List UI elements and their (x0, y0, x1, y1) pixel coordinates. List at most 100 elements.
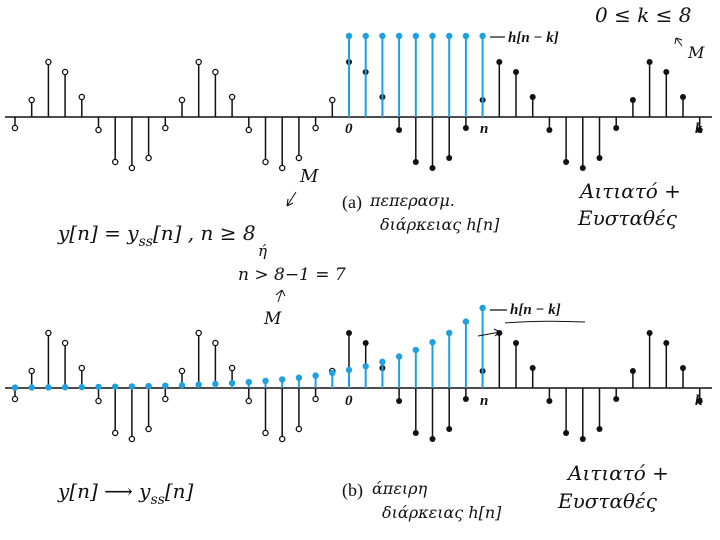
stem-head (396, 398, 403, 404)
note: Αιτιατό + (578, 179, 681, 203)
stem-head (162, 124, 169, 132)
mark: M (263, 309, 282, 329)
caption-label: (b) (342, 480, 363, 501)
h-stem-head (95, 383, 102, 391)
arrow (286, 191, 297, 207)
h-stem-head (412, 346, 419, 354)
equation: y[n] = yss[n] , n ≥ 8 (57, 221, 256, 250)
stem-head (78, 364, 86, 372)
h-stem-head (379, 358, 386, 366)
stem-head (278, 164, 286, 172)
stem-head (546, 398, 553, 404)
note: Ευσταθές (577, 206, 678, 230)
h-stem-head (395, 353, 403, 360)
equation-part: [n] (165, 479, 194, 503)
equation-part: y[n] ⟶ y (57, 479, 151, 503)
or: ή (258, 242, 267, 260)
stem-head (629, 97, 636, 103)
stem-head (462, 396, 469, 402)
stem-head (178, 96, 186, 104)
range: 0 ≤ k ≤ 8 (595, 3, 692, 27)
stem-head (629, 368, 636, 374)
stem-head (28, 96, 35, 104)
stem-head (496, 59, 503, 65)
stem-head (312, 124, 319, 132)
stem-head (11, 395, 19, 403)
h-stem-head (412, 32, 419, 40)
equation-part: ss (139, 234, 153, 250)
stem-head (663, 340, 670, 346)
stem-head (462, 125, 469, 131)
axis-label: n (480, 393, 488, 409)
stem-head (111, 158, 119, 166)
h-stem-head (78, 383, 86, 391)
h-stem-head (362, 363, 369, 370)
stem-head (396, 127, 403, 133)
stem-head (546, 127, 553, 133)
h-stem-head (295, 374, 303, 381)
stem-head (412, 430, 419, 436)
h-stem-head (329, 369, 336, 377)
stem-head (613, 396, 620, 402)
stem-head (95, 126, 102, 134)
h-stem-head (128, 383, 136, 390)
stem-head (295, 425, 303, 433)
stem-head (111, 429, 119, 437)
stem-head (145, 154, 152, 162)
stem-head (262, 158, 269, 166)
h-stem-head (212, 380, 219, 388)
stem-head (195, 58, 202, 66)
stem-label: h[n − k] (508, 30, 559, 46)
h-stem-head (479, 32, 486, 40)
h-stem-head (345, 32, 353, 40)
stem-head (429, 436, 436, 442)
stem-head (162, 395, 169, 403)
h-stem-head (195, 381, 202, 388)
stem-head (680, 94, 686, 100)
stem-head (696, 127, 703, 133)
h-stem-head (279, 376, 286, 383)
caption: διάρκειας h[n] (382, 503, 502, 522)
h-stem-head (462, 318, 470, 325)
stem-head (228, 93, 236, 101)
stem-head (680, 365, 686, 371)
stem-head (178, 367, 186, 375)
stem-head (28, 367, 35, 375)
stem-head (596, 155, 603, 161)
h-stem-head (228, 379, 236, 387)
stem-head (145, 425, 152, 433)
stem-head (663, 69, 670, 75)
stem-head (362, 340, 369, 346)
equation-part: [n] , n ≥ 8 (153, 221, 256, 245)
stem-head (61, 68, 69, 76)
stem-head (579, 165, 586, 171)
stem-head (45, 329, 52, 337)
stem-head (646, 59, 653, 65)
equation: y[n] ⟶ yss[n] (57, 479, 194, 508)
stem-head (346, 330, 352, 336)
caption: διάρκειας h[n] (380, 215, 500, 234)
stem-head (128, 164, 136, 172)
h-stem-head (162, 382, 169, 389)
h-stem-head (312, 372, 319, 379)
h-stem-head (145, 382, 152, 390)
stem-head (429, 165, 436, 171)
stem-head (696, 398, 703, 404)
h-stem-head (429, 32, 436, 40)
note: Ευσταθές (557, 489, 658, 513)
h-stem-head (178, 382, 186, 389)
axis-label: 0 (345, 393, 353, 409)
h-stem-head (245, 378, 252, 386)
stem-head (529, 365, 536, 371)
h-stem-head (28, 384, 35, 391)
h-stem-head (61, 384, 69, 391)
stem-head (78, 93, 86, 101)
stem-head (212, 68, 219, 76)
stem-head (646, 330, 653, 336)
arrow (477, 320, 586, 337)
stem-head (245, 126, 253, 134)
stem-head (278, 435, 286, 443)
h-stem-head (479, 304, 486, 312)
axis-label: k (695, 121, 703, 137)
